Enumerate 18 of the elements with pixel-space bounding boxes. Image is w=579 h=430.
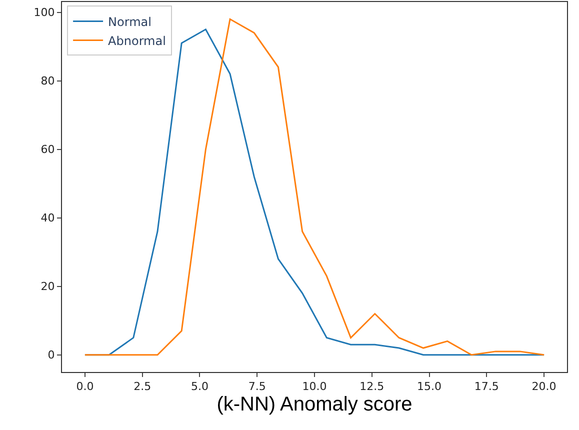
x-tick-label: 20.0 bbox=[532, 380, 556, 394]
x-tick-label: 17.5 bbox=[474, 380, 499, 394]
y-tick-label: 60 bbox=[40, 143, 55, 156]
x-axis-title: (k-NN) Anomaly score bbox=[216, 394, 412, 416]
y-tick-label: 80 bbox=[40, 74, 55, 88]
legend-label: Abnormal bbox=[108, 34, 166, 48]
x-tick-label: 5.0 bbox=[190, 380, 208, 394]
y-tick-label: 0 bbox=[48, 348, 55, 362]
x-tick-label: 2.5 bbox=[134, 380, 152, 394]
x-tick-label: 15.0 bbox=[417, 380, 442, 394]
y-tick-label: 40 bbox=[40, 212, 55, 225]
x-tick-label: 12.5 bbox=[360, 380, 384, 394]
x-tick-label: 7.5 bbox=[248, 380, 266, 394]
x-tick-label: 10.0 bbox=[302, 380, 327, 394]
legend-label: Normal bbox=[108, 14, 152, 29]
y-tick-label: 100 bbox=[34, 6, 55, 20]
x-tick-label: 0.0 bbox=[76, 380, 94, 394]
y-tick-label: 20 bbox=[40, 280, 55, 294]
